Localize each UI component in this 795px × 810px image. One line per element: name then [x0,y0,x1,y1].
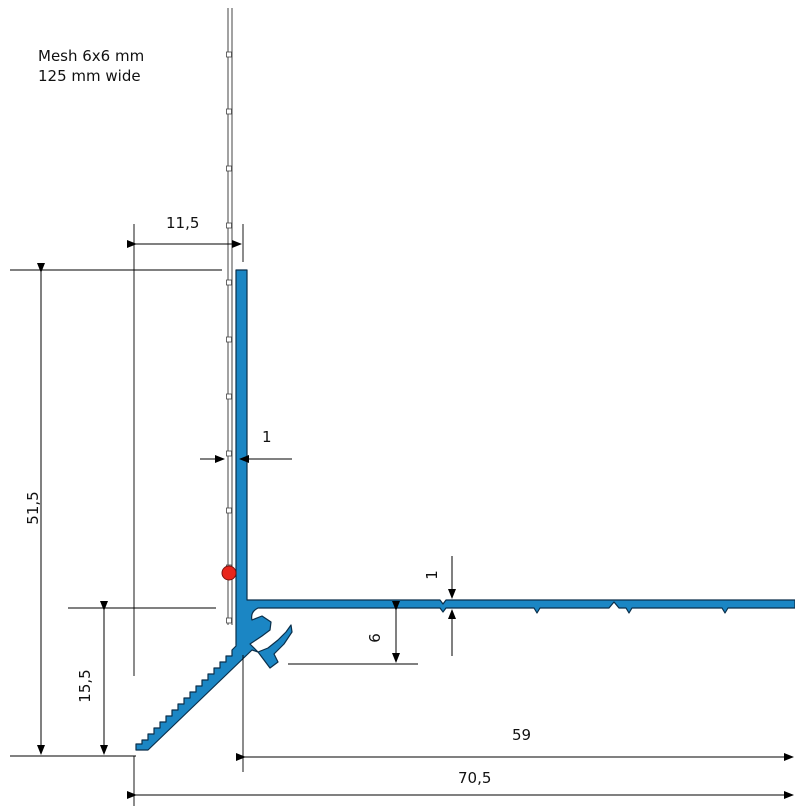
profile-section [135,269,795,751]
mesh-note-line-1: Mesh 6x6 mm [38,47,145,65]
extension-lines [10,224,453,806]
mesh-strip [226,8,233,625]
dimension-labels: 11,5 51,5 15,5 1 1 6 59 70,5 [24,214,531,787]
dim-channel-depth-label: 6 [366,633,384,643]
dim-total-width-label: 70,5 [458,769,491,787]
mesh-knots [226,51,232,624]
mesh-note: Mesh 6x6 mm 125 mm wide [38,46,144,86]
dim-nose-height-label: 15,5 [76,669,94,702]
mesh-note-line-2: 125 mm wide [38,67,141,85]
dim-leg-length-label: 59 [512,726,531,744]
dimension-lines [37,240,794,799]
dim-total-height-label: 51,5 [24,491,42,524]
contact-marker [221,565,237,581]
dim-flange-thickness-label: 1 [423,570,441,580]
dim-leg-thickness-label: 1 [262,428,272,446]
dim-mesh-offset-label: 11,5 [166,214,199,232]
